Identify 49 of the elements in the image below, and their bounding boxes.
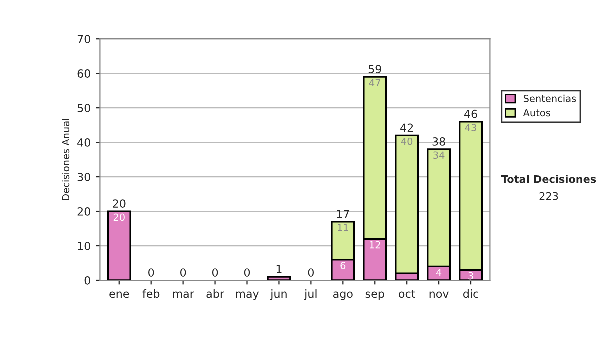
data-label: 3 — [468, 272, 474, 280]
y-tick-label: 40 — [78, 138, 90, 147]
total-label: 0 — [244, 268, 250, 277]
y-tick-label: 30 — [78, 173, 90, 182]
x-tick-label: abr — [206, 290, 224, 298]
total-label: 1 — [276, 265, 282, 274]
x-tick-label: dic — [464, 290, 478, 298]
x-tick-label: jul — [304, 290, 317, 300]
total-label: 17 — [337, 210, 350, 218]
text: 223 — [540, 192, 558, 200]
text: Total Decisiones — [501, 175, 596, 184]
x-tick-label: may — [236, 292, 260, 300]
total-label: 38 — [432, 138, 446, 146]
y-tick-label: 0 — [84, 276, 90, 285]
total-label: 20 — [113, 200, 126, 208]
total-label: 59 — [368, 65, 382, 74]
x-tick-label: sep — [366, 292, 384, 300]
data-label: 34 — [434, 152, 445, 160]
y-tick-label: 60 — [78, 70, 90, 78]
x-tick-label: ene — [110, 292, 130, 298]
y-axis-title: Decisiones Anual — [62, 119, 70, 200]
total-label: 0 — [148, 268, 154, 277]
data-label: 47 — [369, 79, 380, 86]
legend-label: Sentencias — [524, 94, 576, 102]
data-label: 6 — [340, 262, 346, 270]
bar — [267, 276, 292, 280]
x-tick-label: nov — [430, 292, 449, 298]
data-label: 20 — [114, 214, 125, 222]
x-tick-label: mar — [173, 292, 194, 298]
data-label: 12 — [370, 241, 380, 249]
bar — [107, 210, 132, 280]
total-label: 0 — [180, 268, 186, 277]
x-tick-label: oct — [399, 290, 416, 298]
total-label: 0 — [212, 268, 218, 277]
data-label: 43 — [465, 124, 476, 132]
data-label: 40 — [401, 138, 413, 146]
data-label: 11 — [338, 224, 348, 232]
y-tick-label: 70 — [78, 35, 90, 44]
legend-label: Autos — [523, 109, 550, 117]
total-label: 0 — [308, 268, 314, 277]
data-label: 4 — [436, 269, 442, 276]
y-tick-label: 20 — [78, 208, 90, 216]
y-tick-label: 50 — [78, 104, 90, 112]
x-tick-label: feb — [142, 290, 160, 298]
y-tick-label: 10 — [78, 242, 90, 250]
x-tick-label: jun — [270, 290, 287, 300]
total-label: 42 — [400, 124, 414, 132]
x-tick-label: ago — [333, 292, 353, 300]
total-label: 46 — [464, 110, 478, 118]
